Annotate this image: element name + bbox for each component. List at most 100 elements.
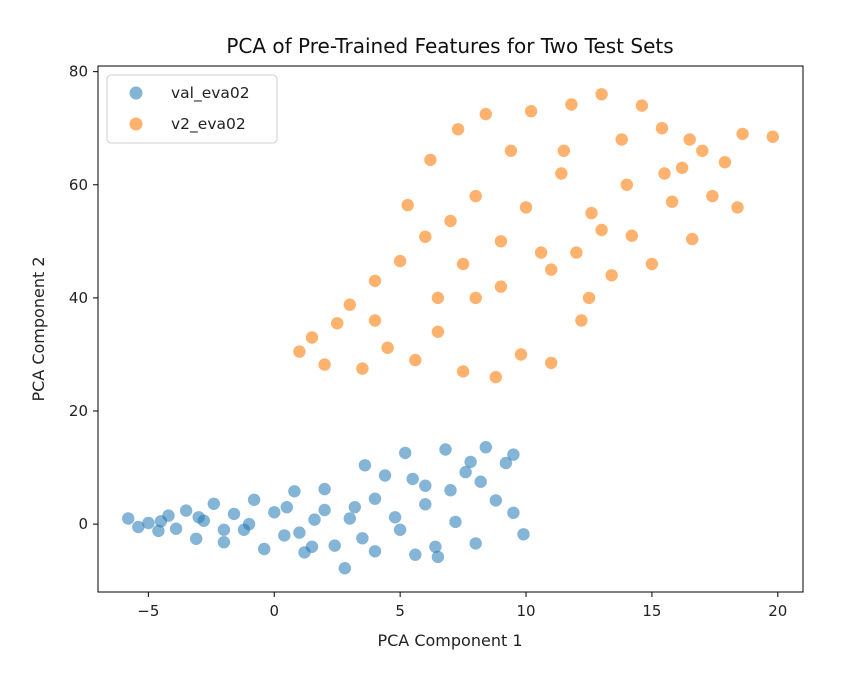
point-v2-eva02 — [524, 105, 538, 118]
point-val-eva02 — [154, 515, 168, 528]
point-v2-eva02 — [456, 365, 470, 378]
point-val-eva02 — [479, 441, 492, 454]
x-axis-ticks: −5 0 5 10 15 20 — [137, 592, 787, 620]
point-val-eva02 — [459, 465, 472, 479]
x-tick-label: 0 — [269, 602, 279, 620]
point-val-eva02 — [338, 562, 351, 575]
legend-label-val-eva02: val_eva02 — [171, 84, 250, 103]
point-val-eva02 — [507, 448, 520, 461]
point-v2-eva02 — [424, 153, 437, 167]
point-v2-eva02 — [665, 195, 679, 208]
x-tick-label: 10 — [516, 602, 535, 620]
point-val-eva02 — [449, 515, 462, 529]
point-val-eva02 — [348, 501, 361, 514]
point-v2-eva02 — [696, 144, 709, 157]
point-v2-eva02 — [605, 269, 618, 282]
point-v2-eva02 — [331, 317, 344, 330]
point-val-eva02 — [429, 540, 442, 553]
y-tick-label: 40 — [69, 289, 88, 307]
point-val-eva02 — [409, 548, 422, 561]
legend-marker-val-eva02 — [129, 86, 143, 100]
y-axis-ticks: 0 20 40 60 80 — [69, 63, 98, 533]
point-v2-eva02 — [595, 88, 608, 101]
point-v2-eva02 — [318, 358, 331, 371]
point-val-eva02 — [247, 493, 261, 506]
points-layer — [122, 88, 779, 575]
x-axis-label: PCA Component 1 — [377, 631, 522, 650]
y-axis-label: PCA Component 2 — [29, 256, 48, 401]
point-v2-eva02 — [736, 127, 749, 141]
point-v2-eva02 — [658, 167, 671, 180]
x-tick-label: 20 — [768, 602, 787, 620]
point-v2-eva02 — [615, 133, 628, 146]
point-val-eva02 — [293, 526, 306, 539]
point-v2-eva02 — [409, 353, 422, 367]
point-v2-eva02 — [444, 214, 457, 228]
point-val-eva02 — [169, 522, 183, 535]
point-val-eva02 — [217, 536, 231, 549]
point-v2-eva02 — [451, 123, 465, 136]
point-v2-eva02 — [419, 230, 432, 243]
point-val-eva02 — [268, 506, 281, 519]
legend-label-v2-eva02: v2_eva02 — [171, 115, 246, 134]
point-v2-eva02 — [431, 325, 445, 338]
point-val-eva02 — [242, 517, 256, 531]
point-val-eva02 — [122, 512, 135, 525]
point-val-eva02 — [368, 545, 382, 558]
legend-box — [106, 74, 278, 144]
point-val-eva02 — [207, 497, 220, 510]
y-tick-label: 0 — [78, 515, 88, 533]
point-val-eva02 — [419, 498, 432, 511]
point-v2-eva02 — [557, 144, 570, 157]
point-v2-eva02 — [534, 246, 548, 259]
point-val-eva02 — [419, 479, 432, 492]
point-val-eva02 — [469, 537, 482, 550]
point-v2-eva02 — [494, 235, 508, 248]
point-v2-eva02 — [731, 201, 744, 214]
point-val-eva02 — [280, 501, 293, 514]
series-v2-eva02 — [293, 88, 779, 384]
point-val-eva02 — [328, 539, 341, 552]
point-val-eva02 — [318, 503, 331, 517]
point-val-eva02 — [464, 455, 477, 469]
point-val-eva02 — [393, 523, 407, 536]
point-v2-eva02 — [595, 223, 608, 237]
point-val-eva02 — [308, 513, 321, 526]
point-v2-eva02 — [343, 298, 356, 311]
point-val-eva02 — [217, 523, 231, 536]
point-v2-eva02 — [635, 99, 649, 112]
point-val-eva02 — [431, 550, 445, 564]
x-tick-label: −5 — [137, 602, 159, 620]
point-val-eva02 — [517, 528, 530, 541]
point-v2-eva02 — [479, 107, 492, 121]
y-tick-label: 80 — [69, 63, 88, 81]
point-val-eva02 — [132, 520, 145, 534]
point-v2-eva02 — [469, 189, 482, 203]
point-v2-eva02 — [645, 257, 659, 271]
chart-title: PCA of Pre-Trained Features for Two Test… — [226, 34, 673, 58]
point-val-eva02 — [406, 472, 419, 486]
point-val-eva02 — [378, 469, 392, 482]
point-v2-eva02 — [565, 98, 578, 111]
point-val-eva02 — [444, 484, 457, 497]
point-val-eva02 — [258, 542, 271, 556]
point-v2-eva02 — [456, 257, 470, 271]
plot-frame — [97, 65, 804, 593]
point-v2-eva02 — [555, 167, 568, 180]
point-val-eva02 — [368, 492, 382, 505]
point-v2-eva02 — [620, 178, 633, 191]
point-v2-eva02 — [293, 345, 306, 358]
point-v2-eva02 — [431, 291, 445, 305]
point-v2-eva02 — [504, 144, 518, 157]
point-val-eva02 — [142, 516, 155, 530]
point-val-eva02 — [190, 532, 203, 545]
legend: val_eva02 v2_eva02 — [106, 74, 278, 144]
point-val-eva02 — [388, 511, 402, 524]
point-v2-eva02 — [401, 198, 414, 212]
point-v2-eva02 — [305, 331, 319, 344]
point-v2-eva02 — [575, 314, 588, 327]
point-val-eva02 — [474, 475, 487, 488]
point-v2-eva02 — [519, 201, 533, 214]
point-v2-eva02 — [494, 280, 508, 293]
